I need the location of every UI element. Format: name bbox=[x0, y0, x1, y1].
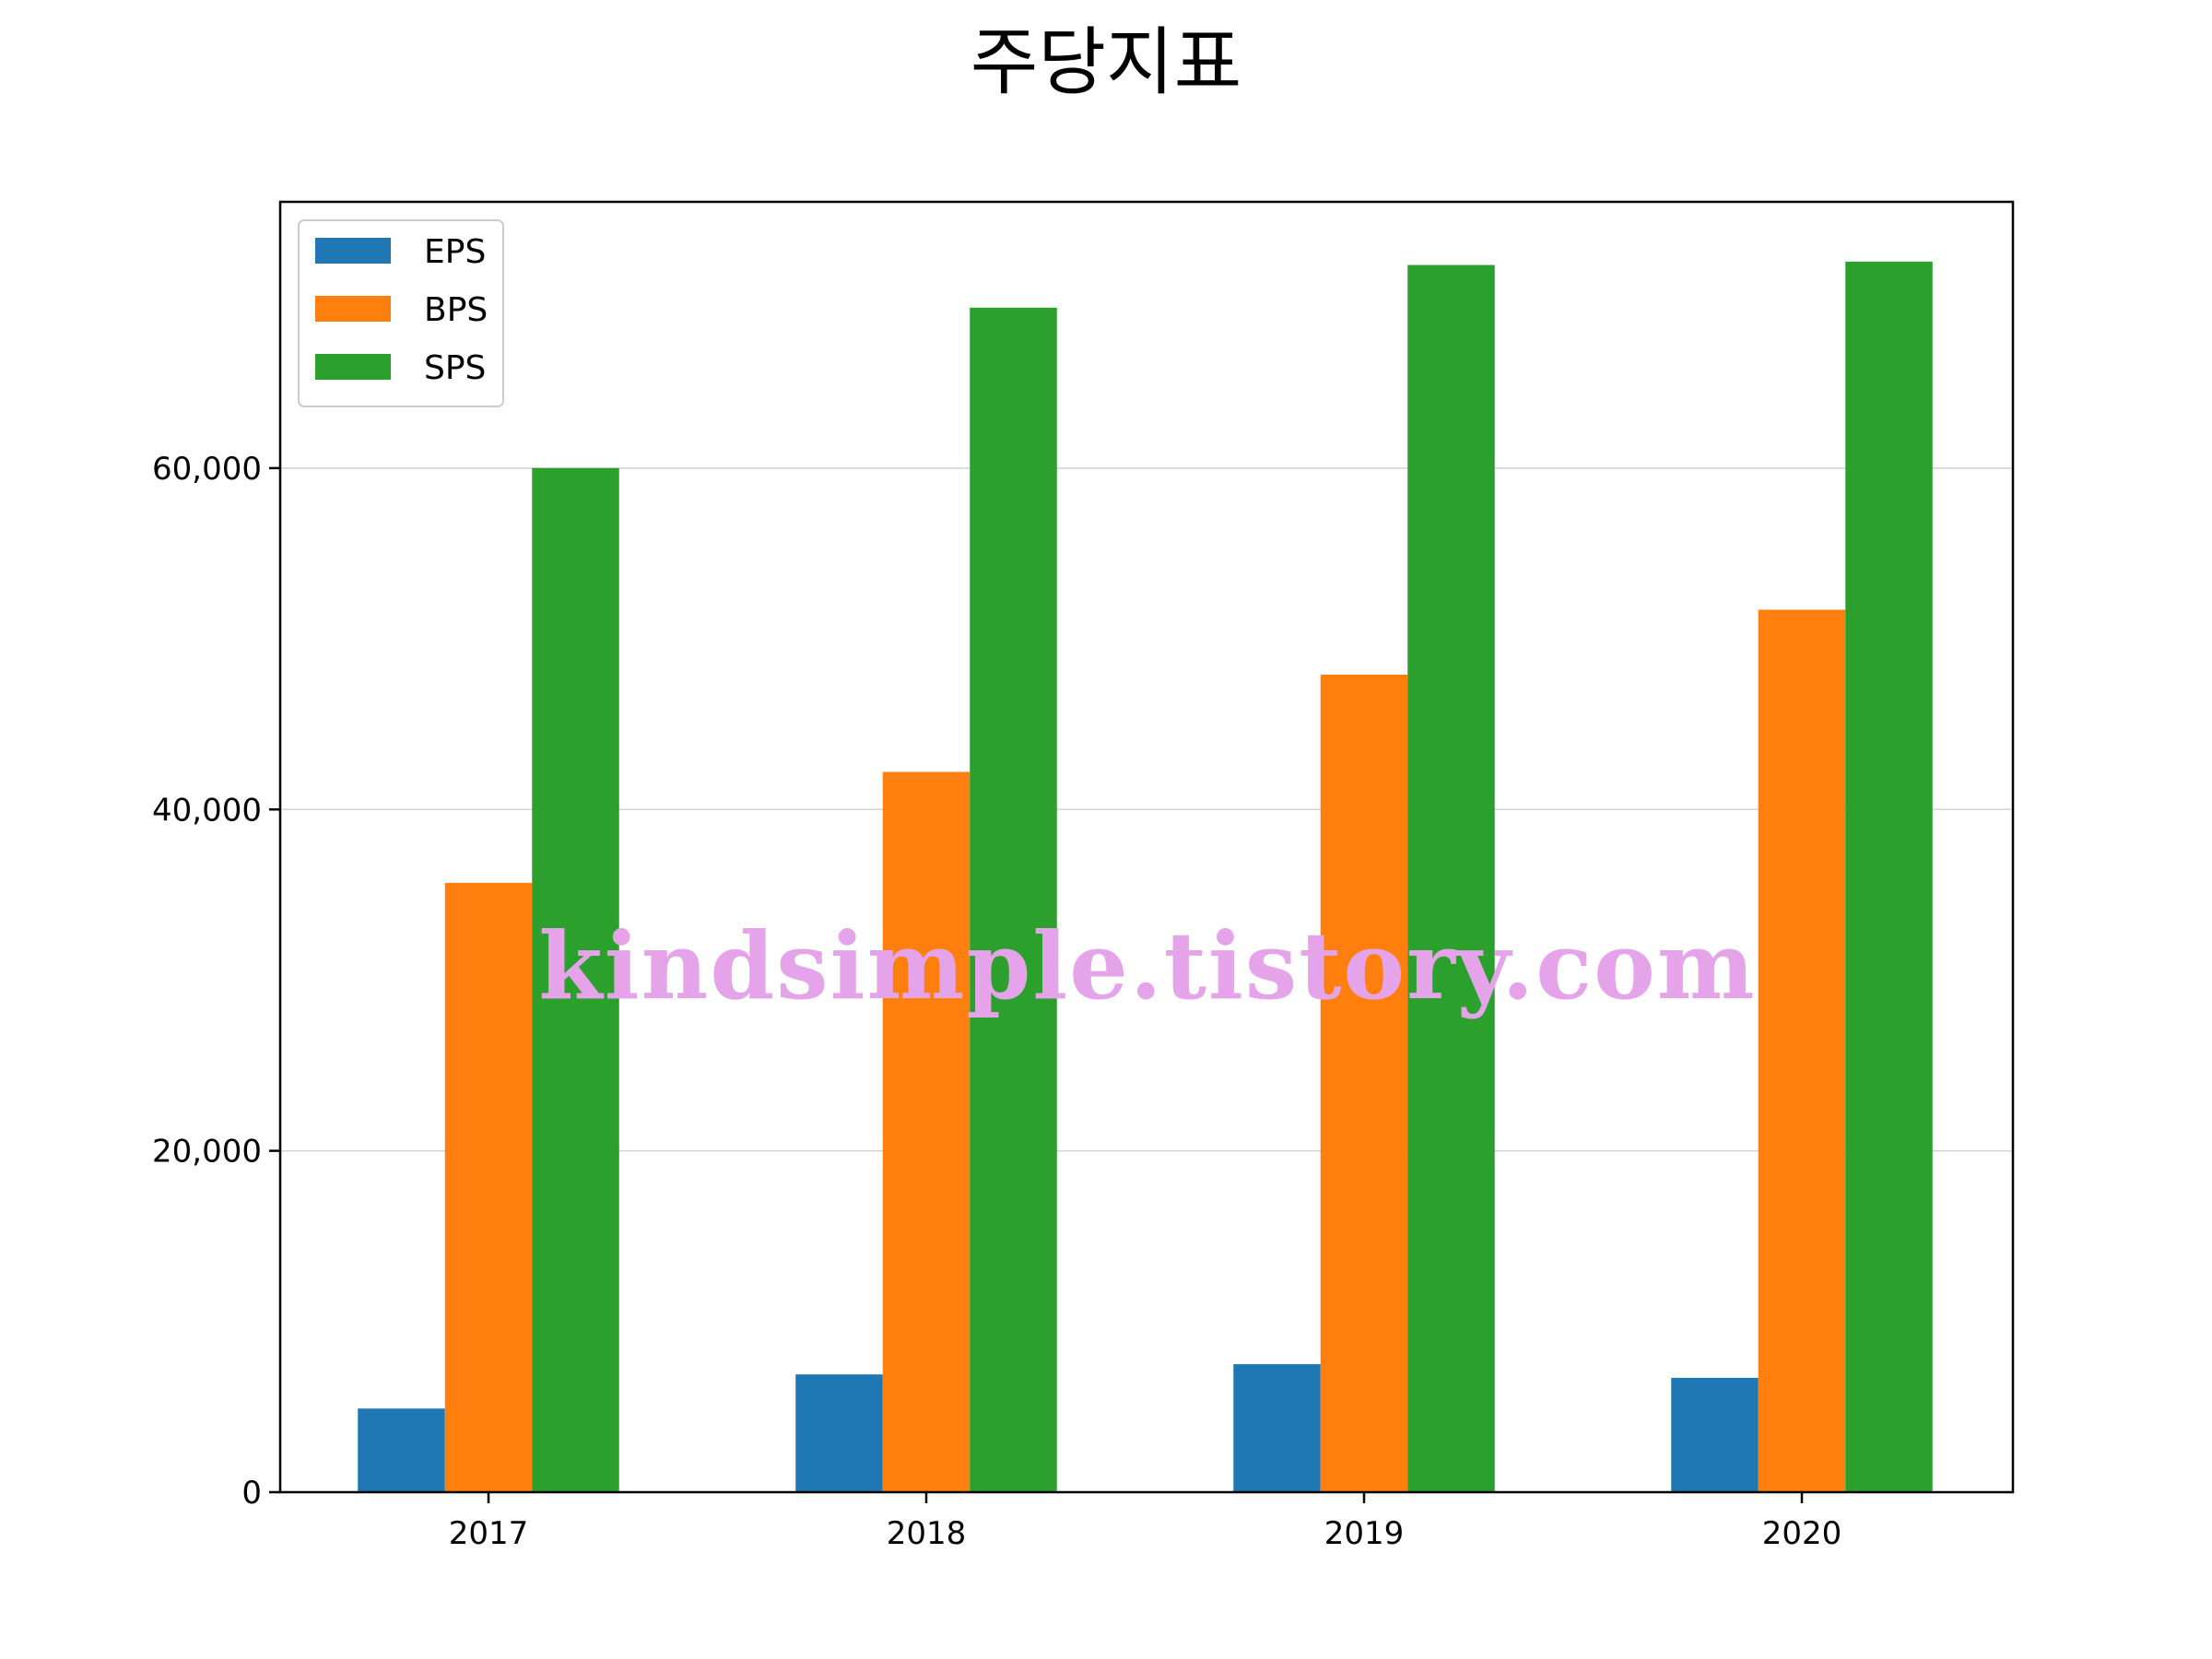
legend-label-eps: EPS bbox=[424, 233, 486, 271]
bar-bps-2018 bbox=[882, 771, 971, 1492]
bar-bps-2017 bbox=[444, 882, 533, 1492]
y-tick-label: 0 bbox=[241, 1475, 262, 1512]
x-tick-label: 2018 bbox=[887, 1515, 967, 1552]
bar-eps-2017 bbox=[358, 1408, 445, 1492]
x-tick-label: 2020 bbox=[1762, 1515, 1842, 1552]
bar-eps-2020 bbox=[1671, 1377, 1759, 1492]
legend-swatch-sps bbox=[315, 354, 391, 380]
bars-group bbox=[358, 261, 1933, 1492]
bar-bps-2020 bbox=[1758, 609, 1846, 1492]
bar-sps-2019 bbox=[1407, 265, 1495, 1492]
watermark-text: kindsimple.tistory.com bbox=[538, 912, 1756, 1020]
plot-frame bbox=[278, 200, 2015, 1494]
chart-title: 주당지표 bbox=[971, 19, 1241, 105]
legend-swatch-bps bbox=[315, 296, 391, 322]
y-tick-label: 20,000 bbox=[152, 1134, 262, 1171]
legend: EPS BPS SPS bbox=[298, 219, 504, 407]
bar-sps-2017 bbox=[532, 467, 619, 1492]
y-axis: 0 20,000 40,000 60,000 bbox=[152, 451, 280, 1512]
y-tick-label: 60,000 bbox=[152, 451, 262, 488]
legend-swatch-eps bbox=[315, 238, 391, 264]
x-axis: 2017 2018 2019 2020 bbox=[449, 1492, 1842, 1552]
bar-sps-2018 bbox=[970, 307, 1057, 1492]
bar-eps-2018 bbox=[795, 1374, 883, 1492]
legend-label-bps: BPS bbox=[424, 291, 488, 329]
x-tick-label: 2019 bbox=[1324, 1515, 1405, 1552]
y-tick-label: 40,000 bbox=[152, 792, 262, 829]
x-tick-label: 2017 bbox=[449, 1515, 529, 1552]
bar-sps-2020 bbox=[1845, 261, 1933, 1492]
bar-bps-2019 bbox=[1320, 674, 1408, 1492]
bar-eps-2019 bbox=[1233, 1364, 1321, 1492]
legend-label-sps: SPS bbox=[424, 349, 486, 387]
